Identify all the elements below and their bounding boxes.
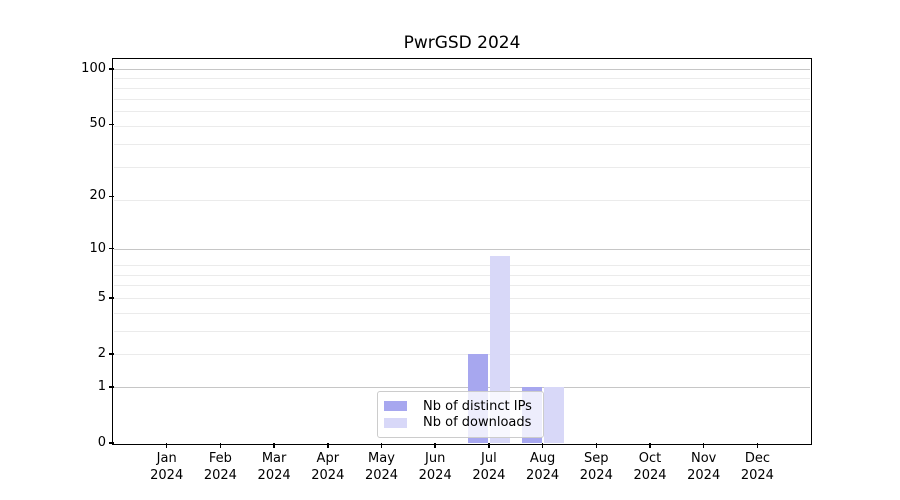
chart-title: PwrGSD 2024 xyxy=(403,33,521,53)
bar-downloads xyxy=(543,386,564,443)
x-tick-year: 2024 xyxy=(203,468,237,483)
x-tick-label: Feb 2024 xyxy=(188,450,252,484)
y-tick-mark xyxy=(109,386,114,388)
major-gridline xyxy=(114,386,810,388)
x-tick-mark xyxy=(434,443,436,448)
y-tick-label: 5 xyxy=(97,289,106,305)
minor-gridline xyxy=(114,78,810,80)
x-tick-mark xyxy=(595,443,598,448)
x-tick-month: Jun xyxy=(425,451,446,466)
major-gridline xyxy=(114,248,810,250)
minor-gridline xyxy=(114,353,810,355)
minor-gridline xyxy=(114,285,810,287)
x-tick-label: Jun 2024 xyxy=(403,450,467,484)
x-tick-year: 2024 xyxy=(687,468,721,483)
x-tick-month: Dec xyxy=(744,451,770,466)
x-tick-mark xyxy=(380,443,383,448)
minor-gridline xyxy=(114,200,810,202)
x-tick-year: 2024 xyxy=(311,468,345,483)
y-tick-mark xyxy=(109,353,114,355)
x-tick-year: 2024 xyxy=(257,468,291,483)
x-tick-label: May 2024 xyxy=(350,450,414,484)
minor-gridline xyxy=(114,167,810,169)
x-tick-month: Jul xyxy=(481,451,497,466)
x-tick-year: 2024 xyxy=(418,468,452,483)
x-tick-month: May xyxy=(368,451,395,466)
x-tick-label: Mar 2024 xyxy=(242,450,306,484)
minor-gridline xyxy=(114,297,810,299)
x-tick-label: Oct 2024 xyxy=(618,450,682,484)
y-tick-label: 10 xyxy=(89,240,106,256)
x-tick-year: 2024 xyxy=(526,468,560,483)
x-tick-label: Jan 2024 xyxy=(135,450,199,484)
y-tick-label: 50 xyxy=(89,116,106,132)
x-tick-mark xyxy=(702,443,705,448)
legend-swatch-distinct-ips-icon xyxy=(384,401,407,412)
legend-entry-downloads: Nb of downloads xyxy=(384,415,537,432)
x-tick-month: Feb xyxy=(208,451,232,466)
y-tick-label: 2 xyxy=(97,345,106,361)
major-gridline xyxy=(114,69,810,71)
legend-label-distinct-ips: Nb of distinct IPs xyxy=(423,398,532,414)
x-tick-label: Apr 2024 xyxy=(296,450,360,484)
x-tick-month: Sep xyxy=(584,451,609,466)
x-tick-year: 2024 xyxy=(633,468,667,483)
x-tick-month: Mar xyxy=(261,451,287,466)
minor-gridline xyxy=(114,144,810,146)
x-tick-mark xyxy=(165,443,168,448)
x-tick-label: Aug 2024 xyxy=(511,450,575,484)
x-tick-year: 2024 xyxy=(364,468,399,483)
y-tick-label: 0 xyxy=(97,435,106,450)
x-tick-label: Dec 2024 xyxy=(725,450,789,484)
legend-swatch-downloads-icon xyxy=(384,417,407,428)
x-tick-mark xyxy=(273,443,275,448)
x-tick-year: 2024 xyxy=(740,468,774,483)
x-tick-year: 2024 xyxy=(472,468,506,483)
minor-gridline xyxy=(114,126,810,128)
y-tick-label: 1 xyxy=(97,378,106,394)
legend-entry-distinct-ips: Nb of distinct IPs xyxy=(384,398,537,415)
minor-gridline xyxy=(114,87,810,89)
x-tick-year: 2024 xyxy=(579,468,613,483)
x-tick-month: Apr xyxy=(316,451,340,466)
x-tick-mark xyxy=(541,443,544,448)
y-tick-label: 20 xyxy=(89,188,106,204)
x-tick-mark xyxy=(327,443,329,448)
x-tick-label: Sep 2024 xyxy=(564,450,628,484)
x-tick-mark xyxy=(756,443,759,448)
x-tick-mark xyxy=(488,443,490,448)
x-tick-mark xyxy=(219,443,222,448)
x-tick-month: Aug xyxy=(529,451,556,466)
y-tick-mark xyxy=(109,123,114,126)
legend: Nb of distinct IPs Nb of downloads xyxy=(377,391,544,438)
x-tick-month: Nov xyxy=(691,451,717,466)
minor-gridline xyxy=(114,274,810,276)
x-tick-year: 2024 xyxy=(150,468,184,483)
minor-gridline xyxy=(114,330,810,332)
y-tick-label: 100 xyxy=(81,61,106,77)
minor-gridline xyxy=(114,312,810,314)
x-tick-mark xyxy=(649,443,651,448)
x-tick-month: Oct xyxy=(638,451,662,466)
minor-gridline xyxy=(114,264,810,266)
minor-gridline xyxy=(114,98,810,100)
x-tick-label: Jul 2024 xyxy=(457,450,521,484)
y-tick-mark xyxy=(109,195,114,198)
legend-label-downloads: Nb of downloads xyxy=(423,415,532,431)
y-tick-mark xyxy=(109,68,114,70)
y-tick-mark xyxy=(109,297,114,299)
x-tick-month: Jan xyxy=(156,451,177,466)
y-tick-mark xyxy=(109,442,114,444)
y-tick-mark xyxy=(109,247,114,250)
x-tick-label: Nov 2024 xyxy=(672,450,736,484)
minor-gridline xyxy=(114,111,810,113)
